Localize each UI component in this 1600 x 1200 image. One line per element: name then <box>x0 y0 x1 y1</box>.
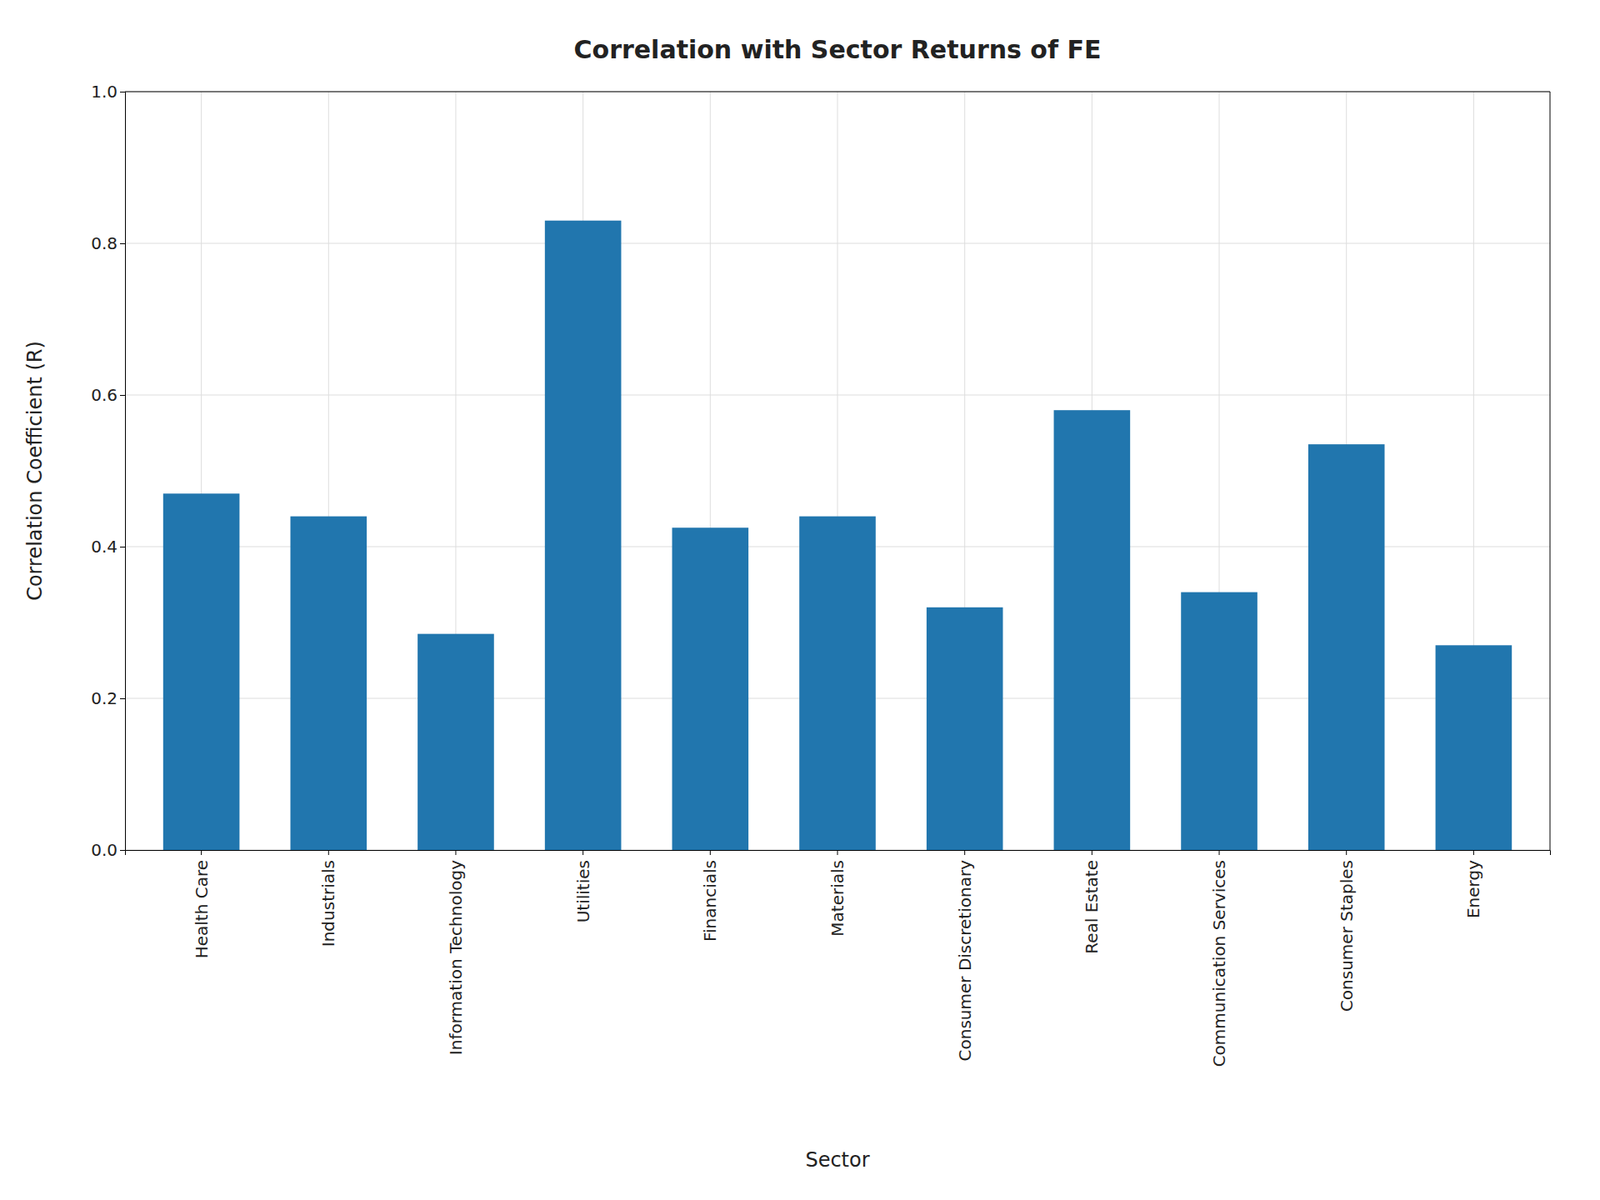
tick-mark <box>582 850 584 855</box>
tick: Financials <box>700 850 720 942</box>
tick-label: Financials <box>700 860 720 942</box>
frame <box>1550 91 1551 850</box>
tick-label: 0.0 <box>90 840 118 860</box>
x-axis-title: Sector <box>805 1148 870 1172</box>
bar <box>417 634 495 850</box>
tick-mark <box>120 546 125 548</box>
tick-label: Utilities <box>573 860 594 923</box>
bar <box>672 527 750 850</box>
tick-mark <box>328 850 330 855</box>
tick-mark <box>710 850 711 855</box>
tick-label: Industrials <box>318 860 339 947</box>
tick-mark <box>837 850 839 855</box>
tick-label: Communication Services <box>1209 860 1230 1067</box>
bar <box>545 220 622 850</box>
y-axis-title: Correlation Coefficient (R) <box>23 340 47 601</box>
frame <box>125 91 1550 93</box>
tick-label: Consumer Discretionary <box>955 860 975 1062</box>
x-axis: Health Care Industrials Information Techno… <box>125 850 1551 1067</box>
tick: Health Care <box>191 850 212 959</box>
tick-label: Energy <box>1463 860 1484 919</box>
tick-label: Consumer Staples <box>1336 860 1357 1012</box>
tick-label: 0.4 <box>90 536 118 557</box>
tick: Real Estate <box>1081 850 1102 955</box>
tick: 0.0 <box>90 840 125 860</box>
axis-line <box>125 850 1551 856</box>
bars <box>163 220 1512 850</box>
tick: 0.4 <box>90 536 125 557</box>
tick-mark <box>120 243 125 245</box>
bar <box>1054 410 1131 850</box>
title: Correlation with Sector Returns of FE <box>574 35 1102 65</box>
tick: Materials <box>827 850 848 937</box>
tick-mark <box>120 698 125 700</box>
tick-mark <box>120 91 125 93</box>
bar <box>926 607 1004 850</box>
tick-mark <box>120 850 125 851</box>
tick-mark <box>455 850 456 855</box>
tick: Information Technology <box>445 850 466 1055</box>
grid <box>125 91 1550 850</box>
tick-mark <box>120 395 125 396</box>
tick: Consumer Staples <box>1336 850 1357 1012</box>
bar <box>1180 592 1258 850</box>
chart: 0.0 0.2 0.4 0.6 0.8 1.0 Health Care Industrials… <box>0 0 1600 1200</box>
tick-mark <box>1091 850 1093 855</box>
bar <box>290 516 367 850</box>
tick: 1.0 <box>90 81 125 102</box>
y-axis: 0.0 0.2 0.4 0.6 0.8 1.0 <box>90 81 125 860</box>
tick-mark <box>964 850 965 855</box>
axis-line <box>120 92 126 851</box>
tick: 0.6 <box>90 385 125 405</box>
tick-label: 0.2 <box>90 688 118 709</box>
tick-mark <box>1345 850 1347 855</box>
bar <box>163 493 240 850</box>
tick-mark <box>200 850 202 855</box>
tick-mark <box>1473 850 1475 855</box>
grid-line <box>125 91 1550 93</box>
tick-mark <box>1219 850 1220 855</box>
bar <box>1435 645 1513 850</box>
tick: 0.2 <box>90 688 125 709</box>
bar <box>1308 444 1385 850</box>
tick-label: Information Technology <box>445 860 466 1055</box>
tick: Utilities <box>573 850 594 923</box>
tick: 0.8 <box>90 233 125 254</box>
tick-label: Materials <box>827 860 848 937</box>
tick: Energy <box>1463 850 1484 919</box>
tick-label: 0.6 <box>90 385 118 405</box>
bar <box>799 516 876 850</box>
tick: Industrials <box>318 850 339 947</box>
tick-label: 1.0 <box>90 81 118 102</box>
tick-label: Real Estate <box>1081 860 1102 955</box>
tick: Consumer Discretionary <box>955 850 975 1061</box>
tick-label: Health Care <box>191 860 212 959</box>
tick: Communication Services <box>1209 850 1230 1067</box>
plot: 0.0 0.2 0.4 0.6 0.8 1.0 Health Care Industrials… <box>90 81 1550 1067</box>
tick-label: 0.8 <box>90 233 118 254</box>
